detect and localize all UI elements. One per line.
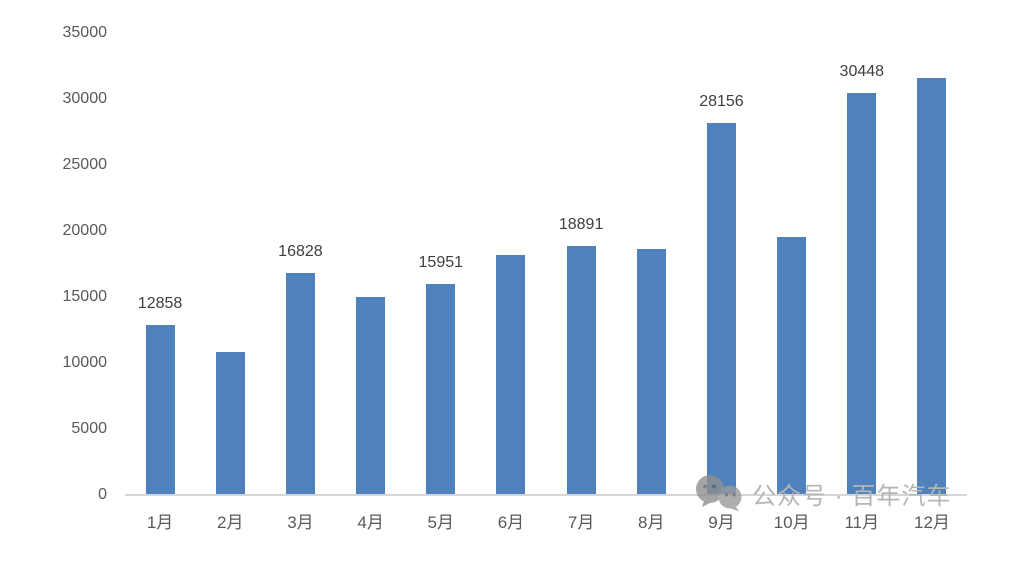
bar-slot-1月: 12858	[125, 33, 195, 495]
y-axis-tick-label: 20000	[62, 222, 108, 239]
x-axis-line	[125, 494, 967, 496]
bar-10月	[777, 236, 807, 495]
bar-value-label: 18891	[558, 215, 604, 233]
x-axis-tick-label-9月: 9月	[708, 513, 735, 532]
bar-slot-3月: 16828	[265, 33, 335, 495]
bar-slot-7月: 18891	[546, 33, 616, 495]
y-axis: 0 5000 10000 15000 20000 25000 30000 35000	[0, 24, 108, 503]
x-axis-tick-label-10月: 10月	[773, 513, 810, 532]
y-axis-tick-label: 5000	[71, 420, 107, 437]
bar-slot-2月	[195, 33, 265, 495]
x-axis-tick-label-3月: 3月	[287, 513, 314, 532]
bar-slot-6月	[476, 33, 546, 495]
bar-value-label: 15951	[418, 254, 464, 272]
bar-3月	[285, 272, 315, 495]
x-axis-tick-label-7月: 7月	[567, 513, 595, 532]
y-axis-tick-label: 35000	[62, 24, 108, 41]
bar-12月	[917, 77, 947, 495]
bar-slot-11月: 30448	[827, 33, 897, 495]
y-axis-tick-label: 25000	[62, 156, 108, 173]
x-axis-tick-label-2月: 2月	[217, 513, 244, 532]
bar-slot-9月: 28156	[686, 33, 756, 495]
bar-value-label: 30448	[839, 63, 885, 81]
bar-1月	[145, 325, 175, 495]
bar-slot-5月: 15951	[406, 33, 476, 495]
bar-7月	[566, 245, 596, 495]
bar-6月	[496, 254, 526, 495]
y-axis-tick-label: 15000	[62, 288, 108, 305]
x-axis-tick-label-6月: 6月	[497, 513, 525, 532]
x-axis-tick-label-1月: 1月	[146, 513, 174, 532]
plot-area: 12858 16828 15951 18891 28156 30448	[125, 33, 967, 496]
bar-value-label: 28156	[699, 93, 744, 111]
y-axis-tick-label: 10000	[62, 354, 108, 371]
bar-11月	[847, 93, 877, 495]
x-axis-tick-label-5月: 5月	[427, 513, 454, 532]
bar-slot-12月	[897, 33, 967, 495]
y-axis-tick-label: 0	[98, 486, 107, 503]
bars-container: 12858 16828 15951 18891 28156 30448	[125, 33, 967, 495]
bar-slot-4月	[336, 33, 406, 495]
bar-value-label: 16828	[278, 242, 323, 260]
bar-9月	[706, 123, 736, 495]
bar-2月	[215, 351, 245, 495]
y-axis-tick-label: 30000	[62, 90, 108, 107]
bar-8月	[636, 248, 666, 495]
x-axis: 1月 2月 3月 4月 5月 6月 7月 8月 9月 10月 11月 12月	[125, 508, 967, 533]
bar-slot-8月	[616, 33, 686, 495]
x-axis-tick-label-11月: 11月	[844, 513, 880, 532]
x-axis-tick-label-8月: 8月	[638, 513, 665, 532]
bar-5月	[426, 284, 456, 495]
bar-4月	[356, 297, 386, 495]
bar-slot-10月	[757, 33, 827, 495]
bar-value-label: 12858	[137, 295, 183, 313]
x-axis-tick-label-12月: 12月	[914, 513, 950, 532]
x-axis-tick-label-4月: 4月	[357, 513, 384, 532]
